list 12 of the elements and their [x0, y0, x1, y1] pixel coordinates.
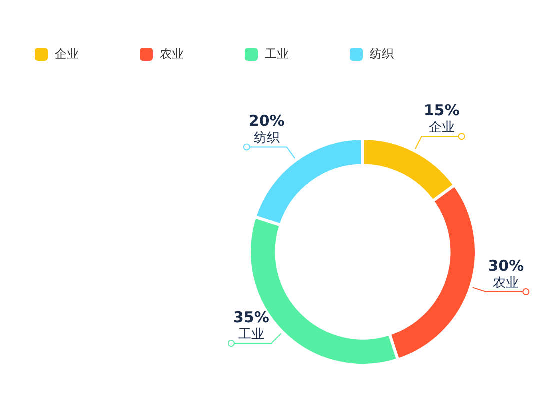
legend-label: 纺织 — [254, 131, 280, 146]
data-label: 35% — [233, 308, 270, 327]
slice-label: 农业 — [493, 276, 520, 292]
category-label: 纺织 — [370, 47, 394, 61]
legend-label: 企业 — [55, 46, 79, 63]
category-label: 工业 — [265, 47, 289, 61]
legend-label: 农业 — [160, 46, 184, 63]
slice-label: 企业 — [428, 120, 455, 136]
data-label: 15% — [424, 102, 460, 120]
data-label: 20% — [248, 112, 285, 130]
legend-label: 工业 — [238, 328, 264, 343]
data-label: 30% — [488, 257, 524, 276]
